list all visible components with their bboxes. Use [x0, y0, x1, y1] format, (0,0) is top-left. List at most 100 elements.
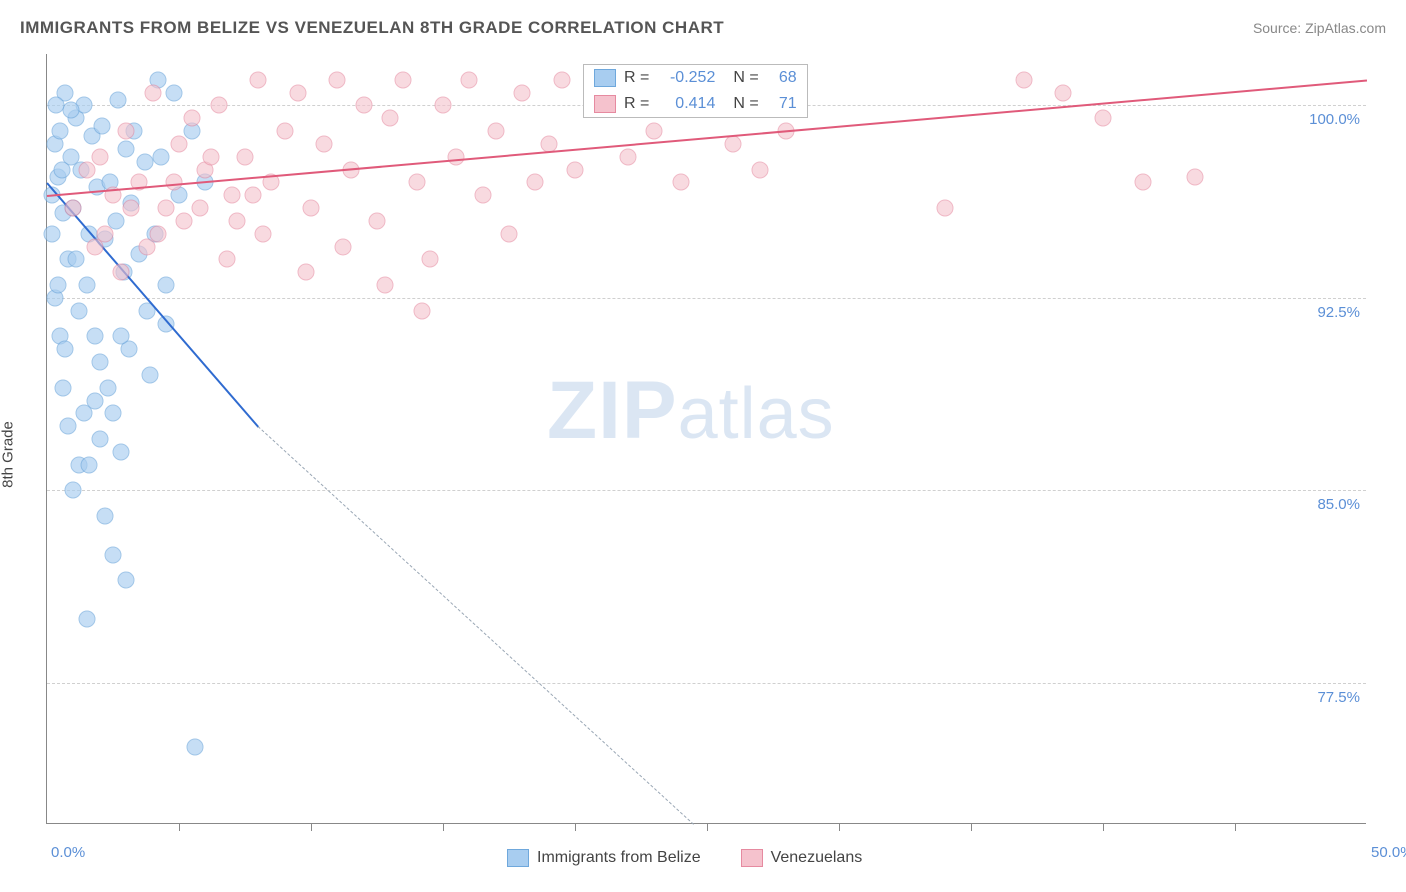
data-point [303, 200, 320, 217]
x-tick [1103, 823, 1104, 831]
data-point [210, 97, 227, 114]
data-point [289, 84, 306, 101]
stats-n-label: N = [733, 95, 758, 113]
data-point [646, 123, 663, 140]
data-point [672, 174, 689, 191]
data-point [78, 277, 95, 294]
data-point [149, 225, 166, 242]
x-tick [707, 823, 708, 831]
data-point [70, 302, 87, 319]
data-point [936, 200, 953, 217]
data-point [65, 482, 82, 499]
data-point [186, 739, 203, 756]
y-tick-label: 92.5% [1317, 304, 1360, 321]
data-point [81, 456, 98, 473]
x-tick [575, 823, 576, 831]
source-prefix: Source: [1253, 20, 1305, 36]
stats-row: R =0.414N =71 [584, 91, 807, 117]
data-point [567, 161, 584, 178]
data-point [1055, 84, 1072, 101]
x-tick [1235, 823, 1236, 831]
gridline [47, 490, 1366, 491]
trend-extrapolation [258, 426, 694, 825]
chart-source: Source: ZipAtlas.com [1253, 20, 1386, 36]
stats-swatch [594, 69, 616, 87]
stats-r-value: -0.252 [657, 69, 715, 87]
data-point [1187, 169, 1204, 186]
x-tick [839, 823, 840, 831]
data-point [316, 135, 333, 152]
stats-box: R =-0.252N =68R =0.414N =71 [583, 64, 808, 118]
data-point [152, 148, 169, 165]
data-point [334, 238, 351, 255]
data-point [86, 328, 103, 345]
data-point [136, 153, 153, 170]
data-point [112, 443, 129, 460]
data-point [97, 508, 114, 525]
data-point [105, 546, 122, 563]
data-point [1015, 71, 1032, 88]
watermark: ZIPatlas [547, 364, 835, 458]
data-point [118, 140, 135, 157]
data-point [244, 187, 261, 204]
legend-item: Venezuelans [741, 849, 863, 867]
y-tick-label: 100.0% [1309, 111, 1360, 128]
data-point [297, 264, 314, 281]
data-point [60, 418, 77, 435]
data-point [68, 251, 85, 268]
data-point [112, 264, 129, 281]
data-point [487, 123, 504, 140]
data-point [165, 84, 182, 101]
data-point [157, 200, 174, 217]
data-point [202, 148, 219, 165]
data-point [53, 161, 70, 178]
data-point [751, 161, 768, 178]
data-point [395, 71, 412, 88]
data-point [94, 117, 111, 134]
source-name: ZipAtlas.com [1305, 20, 1386, 36]
data-point [1134, 174, 1151, 191]
x-tick [179, 823, 180, 831]
y-tick-label: 77.5% [1317, 689, 1360, 706]
stats-row: R =-0.252N =68 [584, 65, 807, 91]
data-point [448, 148, 465, 165]
stats-n-label: N = [733, 69, 758, 87]
data-point [99, 379, 116, 396]
data-point [62, 102, 79, 119]
x-tick [443, 823, 444, 831]
data-point [229, 212, 246, 229]
data-point [408, 174, 425, 191]
data-point [725, 135, 742, 152]
data-point [141, 366, 158, 383]
data-point [184, 110, 201, 127]
stats-n-value: 71 [767, 95, 797, 113]
data-point [112, 328, 129, 345]
data-point [157, 277, 174, 294]
legend-item: Immigrants from Belize [507, 849, 701, 867]
data-point [57, 341, 74, 358]
data-point [54, 379, 71, 396]
data-point [237, 148, 254, 165]
stats-r-label: R = [624, 95, 649, 113]
data-point [123, 200, 140, 217]
data-point [382, 110, 399, 127]
data-point [78, 610, 95, 627]
data-point [78, 161, 95, 178]
data-point [1095, 110, 1112, 127]
data-point [105, 405, 122, 422]
x-tick [311, 823, 312, 831]
data-point [619, 148, 636, 165]
gridline [47, 298, 1366, 299]
legend: Immigrants from Belize Venezuelans [507, 849, 862, 867]
data-point [421, 251, 438, 268]
data-point [553, 71, 570, 88]
data-point [91, 148, 108, 165]
data-point [413, 302, 430, 319]
data-point [65, 200, 82, 217]
data-point [52, 123, 69, 140]
data-point [501, 225, 518, 242]
data-point [255, 225, 272, 242]
data-point [48, 97, 65, 114]
x-tick-label: 0.0% [51, 844, 85, 861]
chart-header: IMMIGRANTS FROM BELIZE VS VENEZUELAN 8TH… [20, 18, 1386, 38]
